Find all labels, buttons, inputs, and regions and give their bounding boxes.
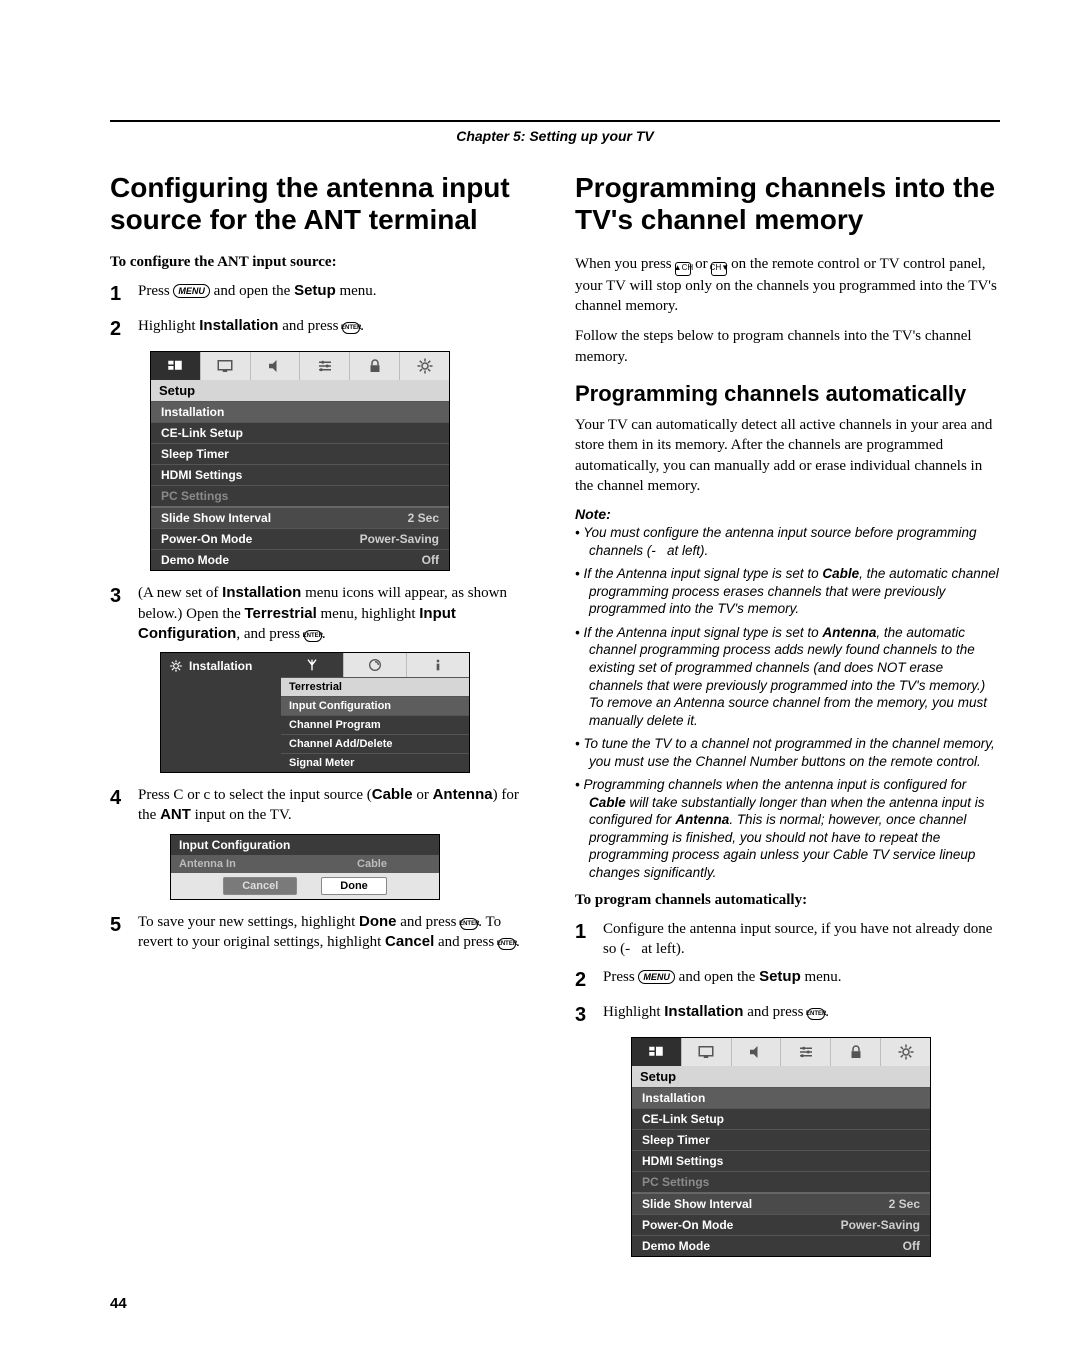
icon-display <box>201 352 251 380</box>
icon-gear <box>400 352 449 380</box>
menu-row: Sleep Timer <box>632 1129 930 1150</box>
right-p1: When you press ▲CH or CH▼ on the remote … <box>575 254 1000 316</box>
right-p3: Your TV can automatically detect all act… <box>575 415 1000 496</box>
ch-down-icon: CH▼ <box>711 262 727 276</box>
menu-row: Slide Show Interval2 Sec <box>151 506 449 528</box>
menu-row: Sleep Timer <box>151 443 449 464</box>
terrestrial-header: Terrestrial <box>281 677 469 696</box>
note-item: If the Antenna input signal type is set … <box>575 565 1000 618</box>
icon-gear <box>881 1038 930 1066</box>
menu-row: CE-Link Setup <box>632 1108 930 1129</box>
icon-sound <box>251 352 301 380</box>
menu-row: Power-On ModePower-Saving <box>151 528 449 549</box>
menu-row: PC Settings <box>151 485 449 506</box>
info-icon <box>407 653 469 677</box>
menu-row: HDMI Settings <box>632 1150 930 1171</box>
enter-button-icon: ENTER <box>460 918 478 930</box>
right-step-3: 3 Highlight Installation and press ENTER… <box>575 1002 1000 1029</box>
note-item: You must configure the antenna input sou… <box>575 524 1000 559</box>
left-step-2: 2 Highlight Installation and press ENTER… <box>110 316 535 343</box>
menu-row: Demo ModeOff <box>632 1235 930 1256</box>
iconbar <box>151 352 449 380</box>
time-icon <box>344 653 407 677</box>
input-config-header: Input Configuration <box>171 835 439 855</box>
icon-picture <box>632 1038 682 1066</box>
menu-row: HDMI Settings <box>151 464 449 485</box>
menu-row: Slide Show Interval2 Sec <box>632 1192 930 1214</box>
note-item: If the Antenna input signal type is set … <box>575 624 1000 729</box>
enter-button-icon: ENTER <box>304 630 322 642</box>
antenna-icon <box>281 653 344 677</box>
right-subtitle: Programming channels automatically <box>575 381 1000 407</box>
setup-menu-figure-right: Setup Installation CE-Link Setup Sleep T… <box>631 1037 931 1257</box>
chapter-heading: Chapter 5: Setting up your TV <box>110 128 1000 144</box>
enter-button-icon: ENTER <box>498 938 516 950</box>
icon-sound <box>732 1038 782 1066</box>
setup-menu-list: Installation CE-Link Setup Sleep Timer H… <box>151 401 449 570</box>
page-number: 44 <box>110 1295 1000 1312</box>
cancel-button[interactable]: Cancel <box>223 877 297 895</box>
menu-row: PC Settings <box>632 1171 930 1192</box>
menu-row: CE-Link Setup <box>151 422 449 443</box>
icon-lock <box>831 1038 881 1066</box>
note-item: Programming channels when the antenna in… <box>575 776 1000 881</box>
left-step-4: 4 Press C or c to select the input sourc… <box>110 785 535 826</box>
right-step-1: 1 Configure the antenna input source, if… <box>575 919 1000 960</box>
enter-button-icon: ENTER <box>342 322 360 334</box>
left-step-3: 3 (A new set of Installation menu icons … <box>110 583 535 644</box>
menu-row: Installation <box>632 1087 930 1108</box>
input-config-figure: Input Configuration Antenna In Cable Can… <box>170 834 440 900</box>
input-config-value: Cable <box>305 855 439 873</box>
note-heading: Note: <box>575 506 1000 522</box>
menu-button-icon: MENU <box>638 970 675 984</box>
menu-button-icon: MENU <box>173 284 210 298</box>
left-step-5: 5 To save your new settings, highlight D… <box>110 912 535 953</box>
menu-row-installation: Installation <box>151 401 449 422</box>
icon-sliders <box>300 352 350 380</box>
inst-row: Input Configuration <box>281 696 469 715</box>
setup-header: Setup <box>632 1066 930 1087</box>
notes-list: You must configure the antenna input sou… <box>575 524 1000 881</box>
right-step-2: 2 Press MENU and open the Setup menu. <box>575 967 1000 994</box>
note-item: To tune the TV to a channel not programm… <box>575 735 1000 770</box>
input-config-label: Antenna In <box>171 855 305 873</box>
icon-display <box>682 1038 732 1066</box>
icon-lock <box>350 352 400 380</box>
left-step-1: 1 Press MENU and open the Setup menu. <box>110 281 535 308</box>
setup-menu-figure: Setup Installation CE-Link Setup Sleep T… <box>150 351 450 571</box>
menu-row: Demo ModeOff <box>151 549 449 570</box>
inst-row: Channel Add/Delete <box>281 734 469 753</box>
setup-header: Setup <box>151 380 449 401</box>
icon-sliders <box>781 1038 831 1066</box>
installation-side-label: Installation <box>161 653 281 772</box>
inst-row: Channel Program <box>281 715 469 734</box>
left-lead: To configure the ANT input source: <box>110 254 535 271</box>
ch-up-icon: ▲CH <box>675 262 691 276</box>
installation-figure: Installation Terrestrial Input Configura… <box>160 652 470 773</box>
right-p2: Follow the steps below to program channe… <box>575 326 1000 367</box>
right-lead2: To program channels automatically: <box>575 892 1000 909</box>
enter-button-icon: ENTER <box>807 1008 825 1020</box>
done-button[interactable]: Done <box>321 877 387 895</box>
right-title: Programming channels into the TV's chann… <box>575 172 1000 236</box>
menu-row: Power-On ModePower-Saving <box>632 1214 930 1235</box>
inst-row: Signal Meter <box>281 753 469 772</box>
left-title: Configuring the antenna input source for… <box>110 172 535 236</box>
gear-icon <box>169 659 183 673</box>
icon-picture <box>151 352 201 380</box>
